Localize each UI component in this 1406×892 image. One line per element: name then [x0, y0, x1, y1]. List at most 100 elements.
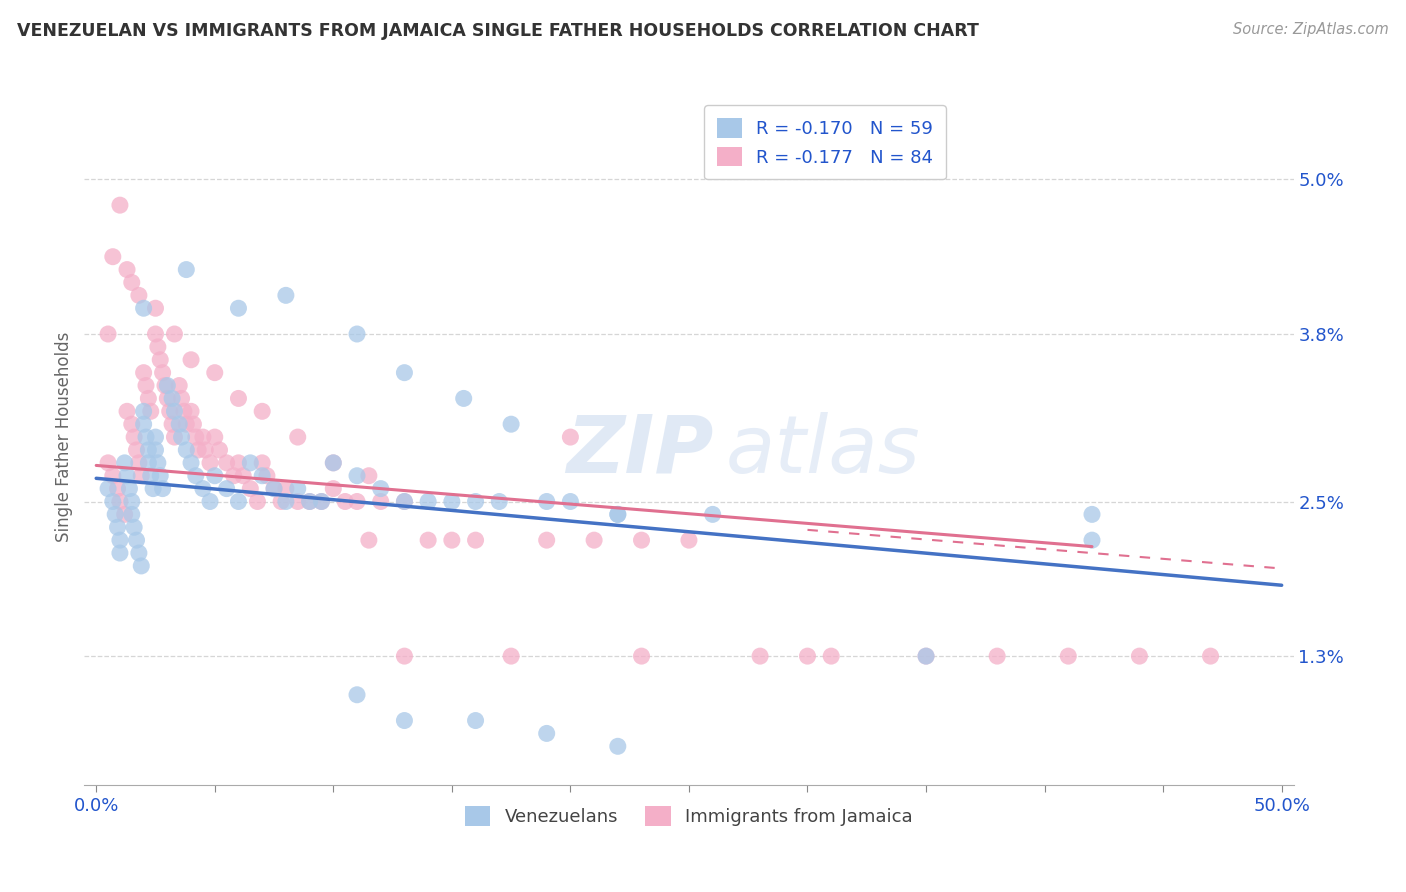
Point — [239, 456, 262, 470]
Point — [915, 649, 938, 664]
Point — [228, 301, 250, 316]
Point — [322, 482, 344, 496]
Legend: Venezuelans, Immigrants from Jamaica: Venezuelans, Immigrants from Jamaica — [453, 793, 925, 838]
Point — [204, 366, 226, 380]
Point — [125, 442, 148, 457]
Point — [101, 494, 124, 508]
Point — [198, 456, 221, 470]
Point — [187, 442, 209, 457]
Point — [121, 494, 143, 508]
Point — [232, 468, 254, 483]
Y-axis label: Single Father Households: Single Father Households — [55, 332, 73, 542]
Point — [122, 430, 145, 444]
Point — [915, 649, 938, 664]
Text: VENEZUELAN VS IMMIGRANTS FROM JAMAICA SINGLE FATHER HOUSEHOLDS CORRELATION CHART: VENEZUELAN VS IMMIGRANTS FROM JAMAICA SI… — [17, 22, 979, 40]
Point — [121, 276, 143, 290]
Point — [606, 508, 628, 522]
Point — [121, 508, 143, 522]
Point — [630, 649, 652, 664]
Point — [180, 352, 202, 367]
Point — [333, 494, 356, 508]
Point — [176, 262, 198, 277]
Point — [394, 649, 416, 664]
Point — [129, 468, 152, 483]
Point — [560, 494, 582, 508]
Point — [132, 301, 155, 316]
Point — [183, 417, 205, 432]
Point — [180, 404, 202, 418]
Point — [156, 378, 179, 392]
Point — [357, 468, 380, 483]
Point — [274, 288, 297, 302]
Point — [536, 494, 558, 508]
Point — [191, 482, 214, 496]
Point — [139, 468, 162, 483]
Point — [418, 533, 440, 548]
Point — [796, 649, 818, 664]
Point — [163, 430, 186, 444]
Point — [394, 494, 416, 508]
Point — [114, 456, 136, 470]
Point — [606, 508, 628, 522]
Point — [274, 482, 297, 496]
Point — [128, 456, 150, 470]
Point — [104, 508, 127, 522]
Point — [159, 404, 181, 418]
Point — [394, 494, 416, 508]
Point — [630, 533, 652, 548]
Point — [149, 352, 172, 367]
Point — [239, 482, 262, 496]
Point — [176, 442, 198, 457]
Point — [418, 494, 440, 508]
Point — [176, 417, 198, 432]
Point — [298, 494, 321, 508]
Point — [583, 533, 606, 548]
Point — [152, 482, 174, 496]
Point — [138, 392, 160, 406]
Point — [440, 533, 463, 548]
Point — [184, 468, 207, 483]
Point — [370, 494, 392, 508]
Point — [453, 392, 475, 406]
Point — [194, 442, 217, 457]
Point — [215, 456, 238, 470]
Point — [346, 326, 368, 341]
Point — [97, 482, 120, 496]
Point — [107, 520, 129, 534]
Point — [256, 468, 278, 483]
Point — [142, 482, 165, 496]
Point — [1081, 508, 1104, 522]
Point — [139, 404, 162, 418]
Point — [138, 442, 160, 457]
Point — [228, 392, 250, 406]
Point — [156, 392, 179, 406]
Point — [128, 288, 150, 302]
Point — [222, 468, 245, 483]
Point — [173, 404, 195, 418]
Point — [180, 456, 202, 470]
Point — [357, 533, 380, 548]
Point — [115, 468, 138, 483]
Point — [146, 456, 169, 470]
Point — [270, 494, 292, 508]
Point — [606, 739, 628, 754]
Point — [118, 482, 141, 496]
Point — [250, 468, 273, 483]
Point — [132, 417, 155, 432]
Point — [145, 430, 167, 444]
Point — [1057, 649, 1080, 664]
Point — [298, 494, 321, 508]
Point — [204, 430, 226, 444]
Point — [132, 404, 155, 418]
Point — [263, 482, 285, 496]
Point — [322, 456, 344, 470]
Point — [167, 417, 190, 432]
Point — [464, 494, 486, 508]
Point — [108, 198, 131, 212]
Point — [287, 482, 309, 496]
Point — [228, 456, 250, 470]
Point — [121, 417, 143, 432]
Point — [129, 558, 152, 573]
Point — [250, 456, 273, 470]
Point — [228, 494, 250, 508]
